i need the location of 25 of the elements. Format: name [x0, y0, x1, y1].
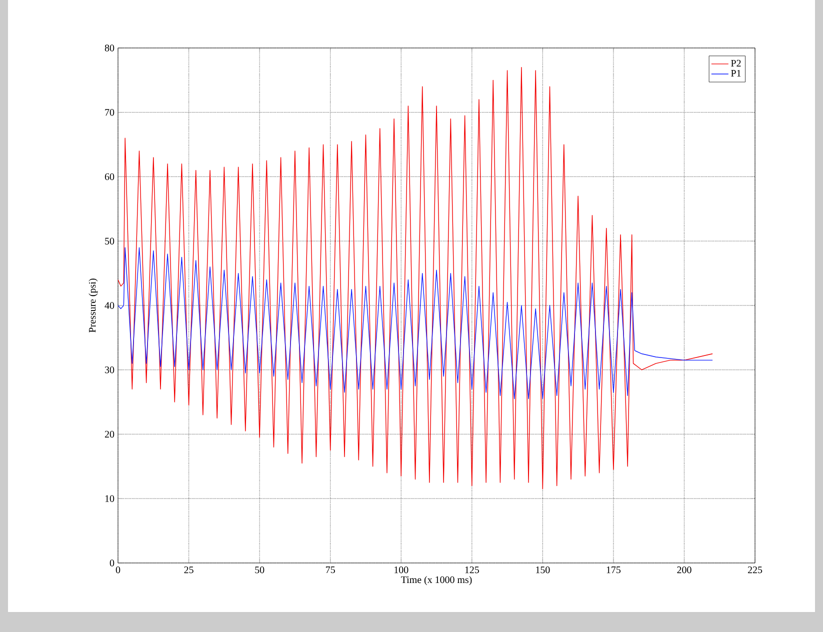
- y-tick-label: 10: [105, 495, 114, 502]
- x-tick-label: 150: [536, 566, 550, 574]
- y-tick-label: 0: [110, 560, 114, 566]
- y-tick-label: 70: [105, 108, 114, 116]
- x-tick-label: 125: [465, 566, 479, 574]
- line-series: [118, 247, 713, 400]
- x-tick-label: 75: [326, 566, 335, 574]
- x-axis-title: Time (x 1000 ms): [401, 576, 472, 586]
- x-tick-label: 0: [116, 566, 120, 574]
- x-tick-label: 175: [606, 566, 621, 574]
- line-series: [118, 66, 713, 490]
- y-tick-label: 20: [104, 430, 114, 438]
- legend-label: P1: [731, 70, 741, 77]
- x-tick-label: 225: [748, 566, 762, 574]
- y-tick-label: 50: [105, 238, 114, 244]
- y-tick-label: 60: [104, 173, 114, 180]
- x-tick-label: 50: [255, 566, 264, 574]
- y-tick-label: 40: [104, 302, 114, 309]
- x-tick-label: 200: [677, 566, 692, 574]
- y-tick-label: 30: [105, 366, 114, 374]
- y-tick-label: 80: [104, 44, 114, 52]
- x-tick-label: 25: [184, 566, 194, 574]
- y-axis-title: Pressure (psi): [88, 278, 98, 332]
- legend-label: P2: [731, 60, 741, 66]
- x-tick-label: 100: [394, 566, 408, 574]
